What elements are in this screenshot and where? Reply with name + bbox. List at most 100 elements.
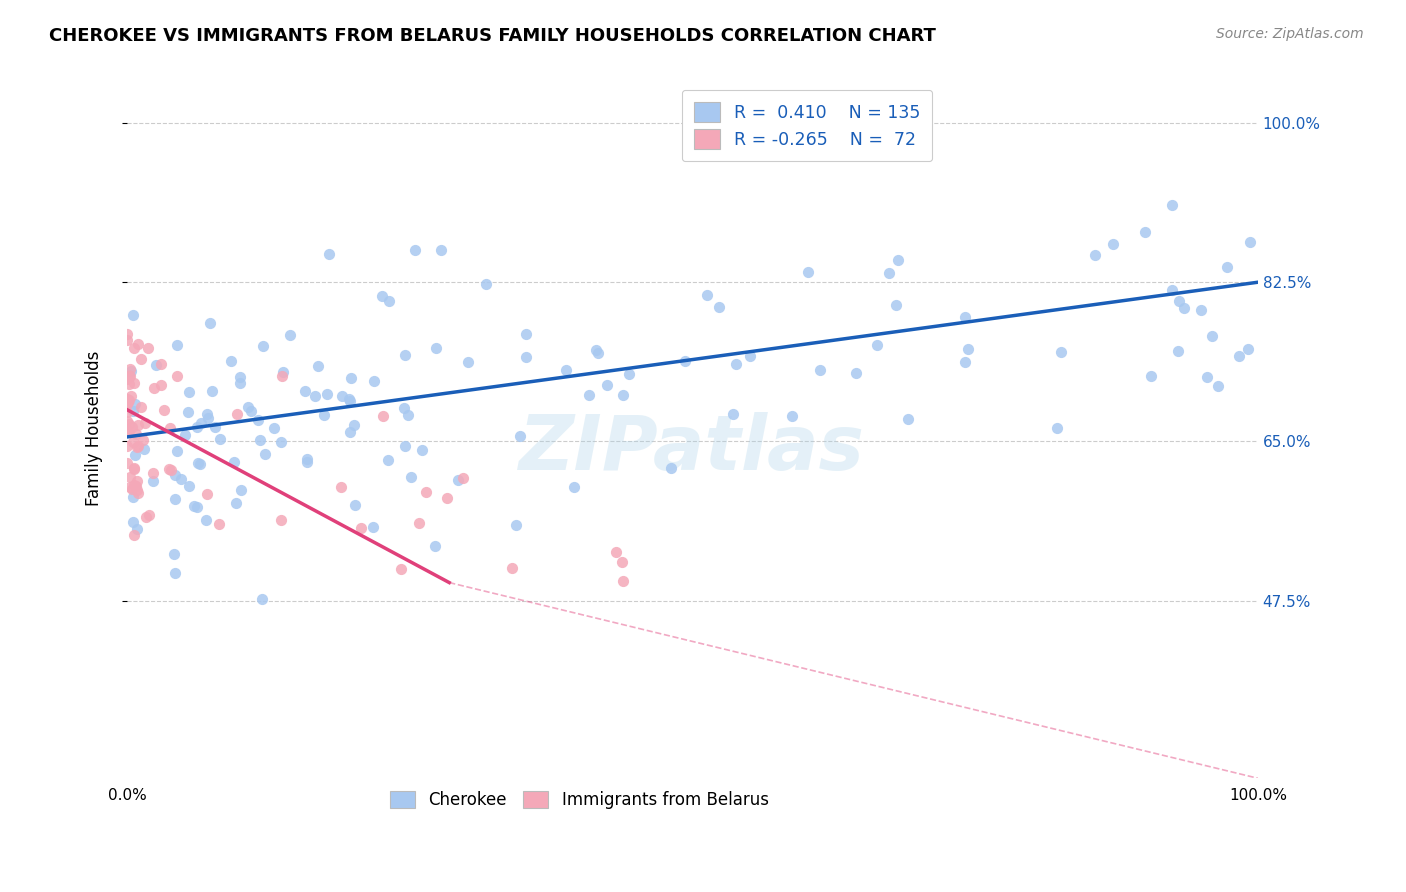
Point [612, 574, 634, 588]
Point [247, 412, 270, 426]
Point [1167, 294, 1189, 309]
Point [709, 300, 731, 314]
Point [132, 442, 155, 456]
Point [953, 310, 976, 325]
Point [396, 408, 419, 422]
Point [866, 338, 889, 352]
Point [117, 414, 139, 428]
Point [586, 346, 609, 360]
Point [166, 338, 188, 352]
Point [371, 289, 394, 303]
Point [125, 522, 148, 536]
Point [118, 376, 141, 391]
Point [377, 453, 399, 467]
Point [1206, 378, 1229, 392]
Point [1197, 369, 1219, 384]
Point [120, 389, 142, 403]
Point [505, 518, 527, 533]
Point [1236, 342, 1258, 356]
Point [430, 244, 453, 258]
Point [153, 402, 176, 417]
Point [190, 416, 212, 430]
Point [304, 389, 326, 403]
Point [187, 456, 209, 470]
Point [578, 388, 600, 402]
Point [509, 429, 531, 443]
Point [166, 369, 188, 384]
Point [121, 434, 143, 449]
Point [253, 447, 276, 461]
Point [673, 354, 696, 368]
Point [120, 363, 142, 377]
Point [138, 508, 160, 522]
Point [195, 487, 218, 501]
Point [118, 393, 141, 408]
Point [316, 387, 339, 401]
Point [125, 440, 148, 454]
Point [177, 405, 200, 419]
Point [124, 448, 146, 462]
Point [515, 327, 537, 342]
Point [612, 388, 634, 402]
Point [392, 401, 415, 416]
Point [204, 419, 226, 434]
Point [877, 266, 900, 280]
Point [127, 418, 149, 433]
Point [117, 394, 139, 409]
Point [796, 264, 818, 278]
Point [411, 443, 433, 458]
Point [312, 409, 335, 423]
Point [122, 376, 145, 391]
Point [225, 495, 247, 509]
Point [610, 555, 633, 569]
Point [163, 468, 186, 483]
Point [118, 362, 141, 376]
Point [391, 562, 413, 576]
Point [117, 417, 139, 432]
Point [394, 439, 416, 453]
Point [617, 367, 640, 381]
Point [725, 357, 748, 371]
Point [120, 479, 142, 493]
Point [122, 460, 145, 475]
Point [142, 467, 165, 481]
Point [127, 486, 149, 500]
Point [159, 420, 181, 434]
Point [207, 516, 229, 531]
Point [236, 400, 259, 414]
Point [127, 475, 149, 489]
Point [115, 439, 138, 453]
Point [408, 516, 430, 530]
Point [127, 439, 149, 453]
Point [457, 355, 479, 369]
Point [209, 432, 232, 446]
Point [897, 412, 920, 426]
Point [183, 499, 205, 513]
Point [170, 472, 193, 486]
Point [271, 365, 294, 379]
Point [696, 288, 718, 302]
Point [377, 293, 399, 308]
Point [135, 510, 157, 524]
Point [121, 419, 143, 434]
Point [344, 498, 367, 512]
Point [121, 403, 143, 417]
Point [605, 545, 627, 559]
Point [884, 298, 907, 312]
Point [350, 521, 373, 535]
Point [845, 366, 868, 380]
Point [136, 342, 159, 356]
Point [229, 376, 252, 391]
Point [149, 357, 172, 371]
Point [121, 515, 143, 529]
Point [1102, 237, 1125, 252]
Point [239, 404, 262, 418]
Point [188, 457, 211, 471]
Point [179, 385, 201, 400]
Point [1201, 329, 1223, 343]
Point [221, 354, 243, 368]
Point [125, 426, 148, 441]
Point [425, 539, 447, 553]
Point [661, 461, 683, 475]
Point [186, 500, 208, 515]
